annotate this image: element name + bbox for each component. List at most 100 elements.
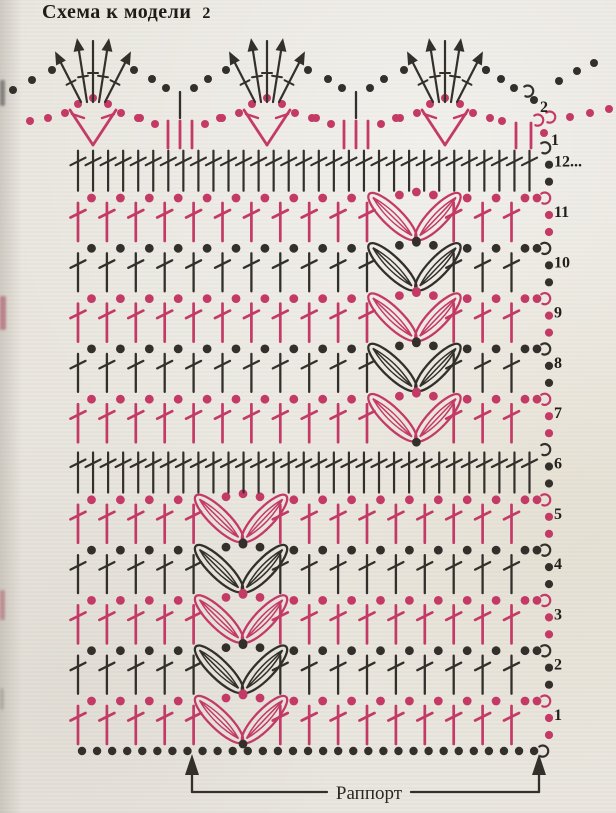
chain-dot bbox=[235, 109, 243, 117]
puff-leaf-veins bbox=[245, 649, 284, 689]
edge-dot bbox=[544, 227, 554, 237]
puff-leaf-veins bbox=[372, 347, 413, 388]
chain-dot bbox=[462, 696, 472, 706]
chain-dot bbox=[605, 105, 613, 113]
dc-tick bbox=[69, 156, 87, 167]
chain-dot bbox=[520, 646, 530, 656]
picot-triangle bbox=[73, 38, 85, 52]
chain-dot bbox=[413, 109, 421, 117]
dc-tick bbox=[129, 156, 147, 167]
dc-tick bbox=[387, 661, 405, 672]
chain-dot bbox=[231, 294, 241, 303]
chain-dot bbox=[116, 696, 125, 706]
chain-dot bbox=[92, 746, 102, 756]
chain-dot bbox=[392, 114, 400, 122]
chain-dot bbox=[222, 66, 230, 74]
chain-dot bbox=[462, 294, 472, 303]
dc-tick bbox=[502, 409, 521, 421]
dc-tick bbox=[295, 156, 313, 167]
chain-dot bbox=[347, 344, 356, 354]
chain-dot bbox=[123, 746, 132, 756]
edge-dot bbox=[544, 630, 554, 639]
dc-tick bbox=[329, 309, 347, 320]
dc-tick bbox=[340, 156, 358, 167]
chain-dot bbox=[364, 746, 373, 756]
chain-dot bbox=[116, 596, 125, 605]
chain-dot bbox=[255, 693, 265, 703]
edge-dot bbox=[544, 361, 554, 370]
edge-dot bbox=[544, 563, 554, 572]
dc-tick bbox=[358, 259, 376, 269]
row-number: 2 bbox=[554, 657, 562, 674]
puff-leaf-veins bbox=[198, 699, 240, 740]
dc-tick bbox=[156, 359, 174, 370]
dc-tick bbox=[444, 711, 463, 722]
chain-dot bbox=[376, 646, 385, 656]
leaf-base-dot bbox=[238, 588, 248, 598]
dc-tick bbox=[358, 661, 376, 672]
dc-tick bbox=[329, 711, 347, 722]
dc-tick bbox=[156, 560, 174, 571]
dc-tick bbox=[415, 458, 433, 469]
chain-dot bbox=[258, 746, 268, 756]
chain-dot bbox=[289, 596, 299, 605]
chain-dot bbox=[324, 75, 332, 83]
dc-tick bbox=[300, 208, 319, 219]
chain-dot bbox=[379, 746, 388, 756]
chain-dot bbox=[429, 291, 438, 300]
chain-dot bbox=[510, 84, 518, 92]
dc-tick bbox=[144, 458, 162, 469]
chain-dot bbox=[405, 646, 414, 656]
dc-tick bbox=[69, 409, 87, 421]
dc-tick bbox=[358, 208, 376, 219]
leaf-base-dot bbox=[238, 689, 248, 699]
dc-tick bbox=[300, 409, 319, 421]
dc-tick bbox=[473, 409, 492, 421]
chain-dot bbox=[9, 86, 17, 94]
chain-dot bbox=[48, 66, 56, 74]
chain-dot bbox=[462, 646, 472, 656]
edge-dot bbox=[544, 580, 554, 589]
fan-stem-tick bbox=[239, 79, 251, 86]
dc-tick bbox=[445, 458, 463, 469]
chain-dot bbox=[514, 746, 524, 756]
chain-dot bbox=[347, 646, 356, 656]
puff-leaf-veins bbox=[372, 247, 413, 287]
chain-dot bbox=[173, 193, 183, 203]
chain-dot bbox=[77, 746, 87, 756]
chain-dot bbox=[532, 646, 542, 656]
chain-dot bbox=[87, 294, 96, 303]
bar-group bbox=[312, 75, 400, 150]
dc-tick bbox=[69, 458, 87, 469]
row-number: 5 bbox=[554, 506, 562, 523]
dc-tick bbox=[520, 458, 539, 469]
chain-dot bbox=[116, 294, 125, 303]
chain-dot bbox=[376, 495, 385, 505]
dc-tick bbox=[156, 259, 174, 269]
edge-dot bbox=[544, 730, 554, 740]
v-tick bbox=[422, 112, 438, 120]
puff-leaf bbox=[367, 342, 418, 393]
dc-tick bbox=[460, 458, 478, 469]
dc-tick bbox=[265, 458, 283, 469]
chain-dot bbox=[221, 693, 231, 703]
row-number: 1 bbox=[554, 707, 562, 724]
dc-tick bbox=[98, 309, 116, 320]
dc-tick bbox=[473, 510, 492, 521]
leaf-base-dot bbox=[412, 286, 421, 296]
dc-tick bbox=[325, 458, 343, 469]
chain-dot bbox=[117, 109, 125, 117]
edge-dot bbox=[544, 261, 554, 270]
chain-dot bbox=[318, 495, 328, 505]
page-title-number: 2 bbox=[202, 5, 211, 22]
chain-dot bbox=[347, 193, 356, 203]
turning-chain-icon bbox=[540, 241, 552, 256]
chain-dot bbox=[116, 344, 125, 354]
dc-tick bbox=[502, 259, 521, 269]
dc-tick bbox=[300, 560, 318, 571]
row-5: 5 bbox=[69, 489, 562, 548]
edge-dot bbox=[544, 177, 554, 186]
chain-dot bbox=[87, 193, 96, 203]
puff-leaf bbox=[367, 191, 418, 242]
chain-dot bbox=[291, 109, 299, 117]
